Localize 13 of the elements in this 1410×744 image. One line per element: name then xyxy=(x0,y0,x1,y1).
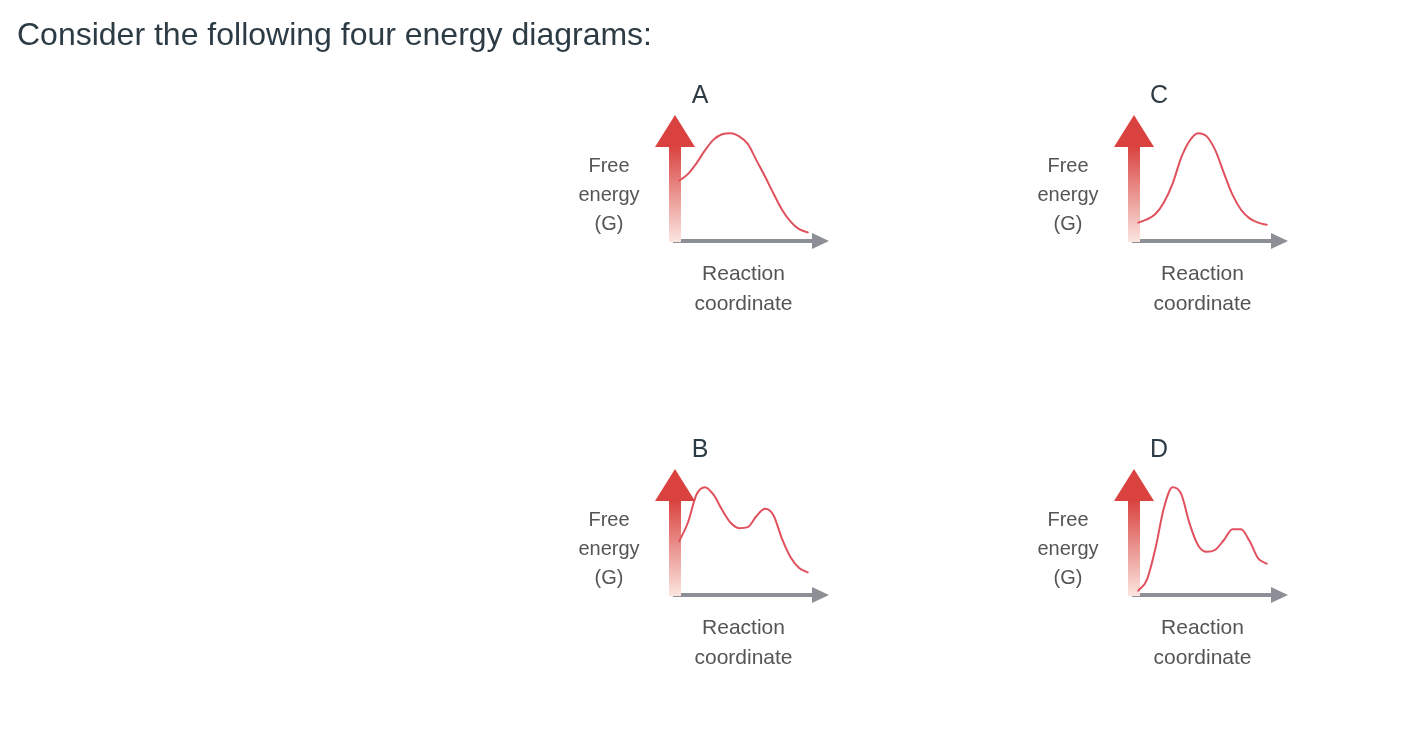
x-axis-title: Reaction coordinate xyxy=(1153,614,1252,668)
chart-title: A xyxy=(691,79,709,108)
x-axis-title: Reaction coordinate xyxy=(694,260,793,314)
y-axis-title: Free energy (G) xyxy=(1037,507,1099,588)
chart-title: D xyxy=(1149,433,1169,462)
x-axis-title: Reaction coordinate xyxy=(694,614,793,668)
chart-title: B xyxy=(691,433,709,462)
text: Consider the following four energy diagrams: xyxy=(17,16,652,52)
x-axis-title: Reaction coordinate xyxy=(1153,260,1252,314)
y-axis-title: Free energy (G) xyxy=(1037,153,1099,234)
y-axis-title: Free energy (G) xyxy=(578,153,640,234)
y-axis-title: Free energy (G) xyxy=(578,507,640,588)
chart-title: C xyxy=(1149,79,1169,108)
